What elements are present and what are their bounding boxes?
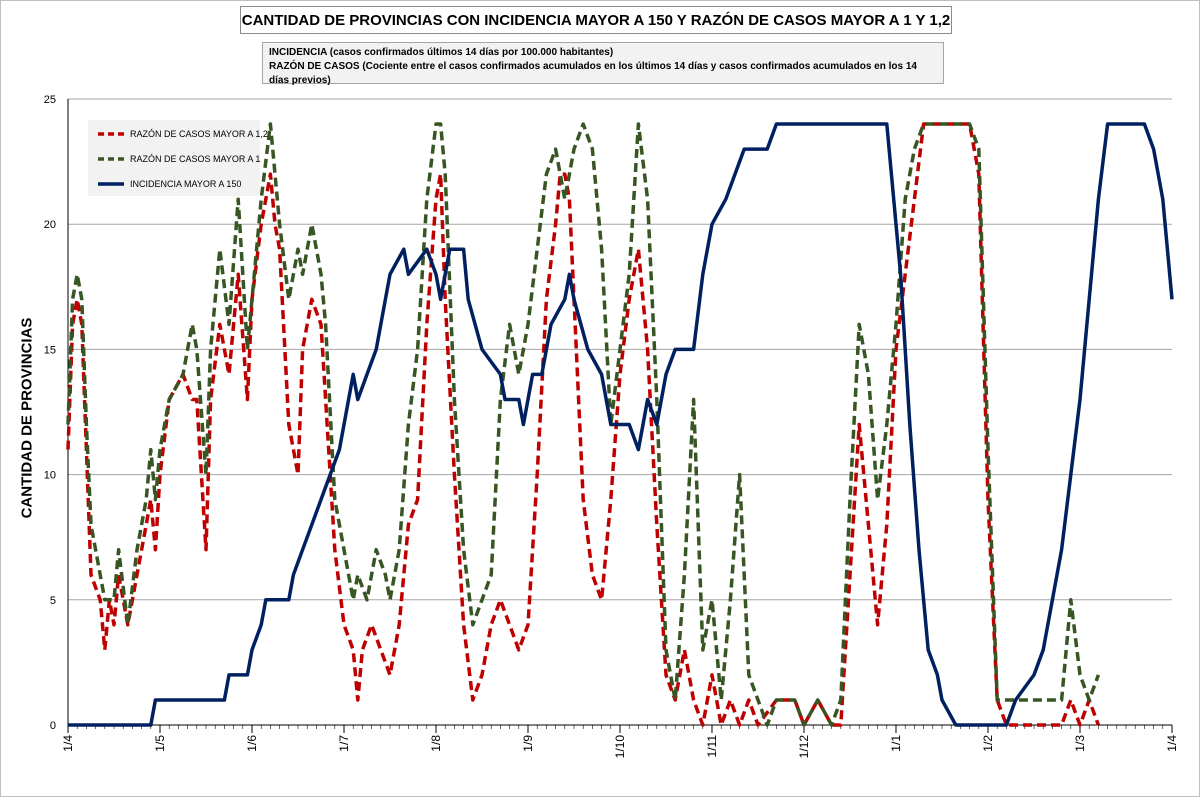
legend-label: RAZÓN DE CASOS MAYOR A 1,2 [130, 129, 268, 139]
x-tick-label: 1/7 [337, 735, 351, 752]
x-tick-label: 1/4 [1165, 735, 1179, 752]
x-tick-label: 1/6 [245, 735, 259, 752]
y-tick-label: 25 [44, 94, 56, 106]
note-incidencia: INCIDENCIA (casos confirmados últimos 14… [269, 47, 614, 58]
x-tick-label: 1/11 [705, 735, 719, 758]
series-layer [66, 122, 1174, 727]
x-tick-label: 1/9 [521, 735, 535, 752]
y-tick-label: 0 [50, 720, 56, 732]
y-tick-label: 5 [50, 595, 56, 607]
legend-label: RAZÓN DE CASOS MAYOR A 1 [130, 154, 260, 164]
series-line [66, 122, 1101, 727]
x-tick-label: 1/3 [1073, 735, 1087, 752]
definitions-note: INCIDENCIA (casos confirmados últimos 14… [262, 42, 944, 86]
series-line [66, 122, 1101, 727]
x-tick-label: 1/1 [889, 735, 903, 752]
legend-label: INCIDENCIA MAYOR A 150 [130, 179, 241, 189]
series-line [68, 122, 1174, 727]
x-tick-label: 1/8 [429, 735, 443, 752]
chart-title: CANTIDAD DE PROVINCIAS CON INCIDENCIA MA… [240, 6, 952, 34]
note-razon: RAZÓN DE CASOS (Cociente entre el casos … [269, 61, 917, 86]
y-tick-label: 15 [44, 344, 56, 356]
x-tick-label: 1/5 [153, 735, 167, 752]
y-tick-label: 20 [44, 219, 56, 231]
y-tick-label: 10 [44, 470, 56, 482]
x-tick-label: 1/12 [797, 735, 811, 759]
x-tick-label: 1/4 [61, 735, 75, 752]
x-tick-label: 1/2 [981, 735, 995, 752]
x-tick-label: 1/10 [613, 735, 627, 759]
legend: RAZÓN DE CASOS MAYOR A 1,2 RAZÓN DE CASOS… [88, 120, 268, 196]
